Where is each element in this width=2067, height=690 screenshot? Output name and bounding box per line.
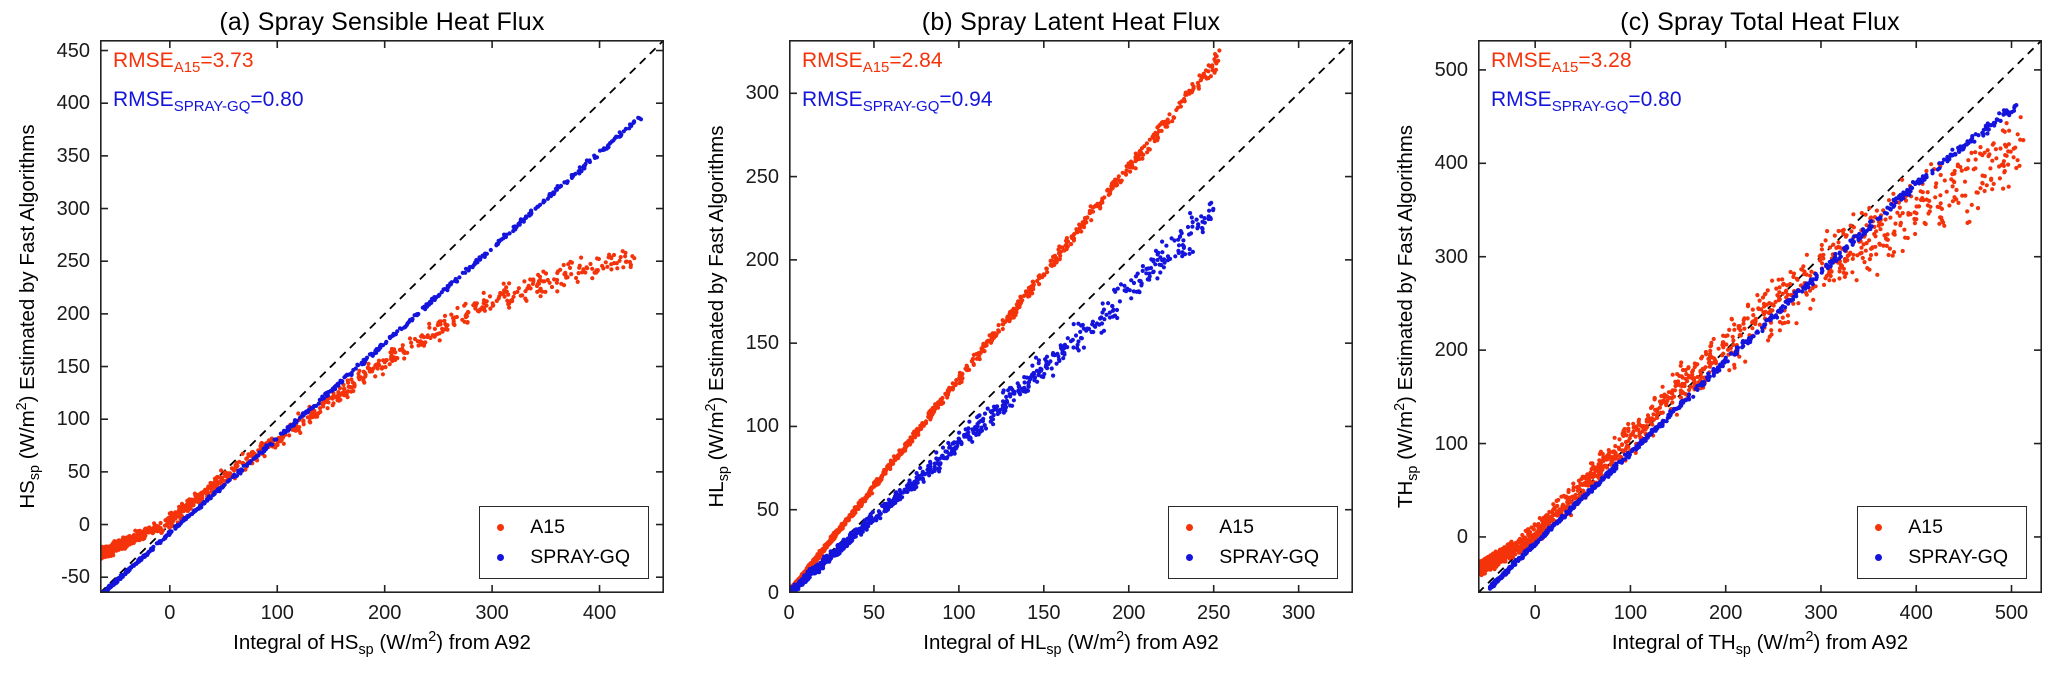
plot-area: RMSEA15=2.84 RMSESPRAY-GQ=0.94 A15 SPRAY… [789,40,1353,593]
rmse-spraygq-text: RMSESPRAY-GQ=0.94 [802,88,993,116]
legend-label: A15 [1219,516,1254,538]
legend-marker-spraygq [497,553,505,561]
rmse-a15-text: RMSEA15=2.84 [802,49,943,77]
panel-sensible-heat-flux: (a) Spray Sensible Heat Flux RMSEA15=3.7… [0,0,689,690]
legend-label: A15 [1908,516,1943,538]
legend-entry-spraygq: SPRAY-GQ [1186,547,1319,567]
legend-marker-spraygq [1875,553,1883,561]
legend: A15 SPRAY-GQ [1168,506,1338,579]
y-tick-label: 400 [1434,152,1468,175]
rmse-a15-text: RMSEA15=3.73 [113,49,254,77]
y-tick-label: 0 [767,582,779,604]
plot-area: RMSEA15=3.28 RMSESPRAY-GQ=0.80 A15 SPRAY… [1478,40,2042,593]
y-tick-label: 100 [56,408,90,431]
y-tick-label: 150 [745,332,779,355]
rmse-annotation: RMSEA15=3.73 RMSESPRAY-GQ=0.80 [113,45,304,123]
panel-total-heat-flux: (c) Spray Total Heat Flux RMSEA15=3.28 R… [1378,0,2067,690]
y-tick-label: 100 [1434,432,1468,455]
x-axis-label: Integral of THsp (W/m2) from A92 [1611,629,1909,658]
rmse-annotation: RMSEA15=2.84 RMSESPRAY-GQ=0.94 [802,45,993,123]
y-tick-label: 250 [56,250,90,273]
y-tick-label: 200 [56,302,90,325]
y-tick-label: -50 [61,566,90,589]
rmse-annotation: RMSEA15=3.28 RMSESPRAY-GQ=0.80 [1491,45,1682,123]
y-tick-label: 350 [56,144,90,167]
scatter-plot-canvas [100,40,664,593]
x-axis-label: Integral of HSsp (W/m2) from A92 [233,629,531,658]
y-tick-label: 200 [1434,339,1468,362]
scatter-plot-canvas [789,40,1353,593]
legend-entry-spraygq: SPRAY-GQ [1875,547,2008,567]
panel-title: (a) Spray Sensible Heat Flux [219,8,545,36]
rmse-a15-text: RMSEA15=3.28 [1491,49,1632,77]
x-tick-label: 300 [1281,602,1316,624]
legend-entry-spraygq: SPRAY-GQ [497,547,630,567]
legend-label: SPRAY-GQ [1908,546,2008,568]
y-tick-label: 450 [56,39,90,62]
x-tick-label: 400 [1899,602,1933,624]
y-tick-label: 300 [56,197,90,220]
panel-latent-heat-flux: (b) Spray Latent Heat Flux RMSEA15=2.84 … [689,0,1378,690]
legend-marker-spraygq [1186,553,1194,561]
y-tick-label: 50 [756,498,779,521]
x-tick-label: 0 [783,602,795,624]
y-tick-label: 500 [1434,58,1468,81]
legend-entry-a15: A15 [497,517,630,537]
legend-marker-a15 [497,523,505,531]
x-tick-label: 0 [1529,602,1541,624]
y-tick-label: 0 [78,513,90,536]
x-tick-label: 300 [1804,602,1838,624]
x-tick-label: 150 [1027,602,1061,624]
y-axis-label: THsp (W/m2) Estimated by Fast Algorithms [1392,124,1421,509]
series-spray-gq [1487,103,2019,591]
y-tick-label: 400 [56,92,90,115]
y-tick-label: 300 [745,82,779,105]
rmse-spraygq-text: RMSESPRAY-GQ=0.80 [1491,88,1682,116]
identity-line [789,40,1353,593]
legend-entry-a15: A15 [1186,517,1319,537]
y-tick-label: 0 [1456,525,1468,548]
panel-title: (c) Spray Total Heat Flux [1620,8,1900,36]
y-tick-label: 300 [1434,245,1468,268]
rmse-spraygq-text: RMSESPRAY-GQ=0.80 [113,88,304,116]
x-tick-label: 250 [1197,602,1231,624]
axes-frame [100,40,664,593]
x-tick-label: 200 [367,602,402,624]
legend-marker-a15 [1186,523,1194,531]
y-tick-label: 200 [745,248,779,271]
y-tick-label: 100 [745,415,779,438]
plot-area: RMSEA15=3.73 RMSESPRAY-GQ=0.80 A15 SPRAY… [100,40,664,593]
scatter-plot-canvas [1478,40,2042,593]
y-tick-label: 150 [56,355,90,378]
y-tick-label: 50 [67,460,90,483]
legend: A15 SPRAY-GQ [1857,506,2027,579]
x-tick-label: 300 [475,602,509,624]
legend-marker-a15 [1875,523,1883,531]
legend: A15 SPRAY-GQ [479,506,649,579]
x-tick-label: 50 [862,602,886,624]
legend-label: SPRAY-GQ [1219,546,1319,568]
panel-title: (b) Spray Latent Heat Flux [921,8,1221,36]
legend-label: SPRAY-GQ [530,546,630,568]
series-spray-gq [789,200,1216,593]
series-spray-gq [100,115,644,593]
x-tick-label: 400 [582,602,617,624]
x-tick-label: 0 [164,602,176,624]
x-tick-label: 100 [1613,602,1648,624]
x-tick-label: 100 [260,602,294,624]
x-tick-label: 500 [1994,602,2029,624]
x-axis-label: Integral of HLsp (W/m2) from A92 [923,629,1219,658]
y-tick-label: 250 [745,165,779,188]
series-a15 [789,48,1222,593]
axes-frame [789,40,1353,593]
legend-label: A15 [530,516,565,538]
legend-entry-a15: A15 [1875,517,2008,537]
axes-frame [1478,40,2042,593]
x-tick-label: 100 [942,602,976,624]
x-tick-label: 200 [1709,602,1743,624]
x-tick-label: 200 [1112,602,1146,624]
